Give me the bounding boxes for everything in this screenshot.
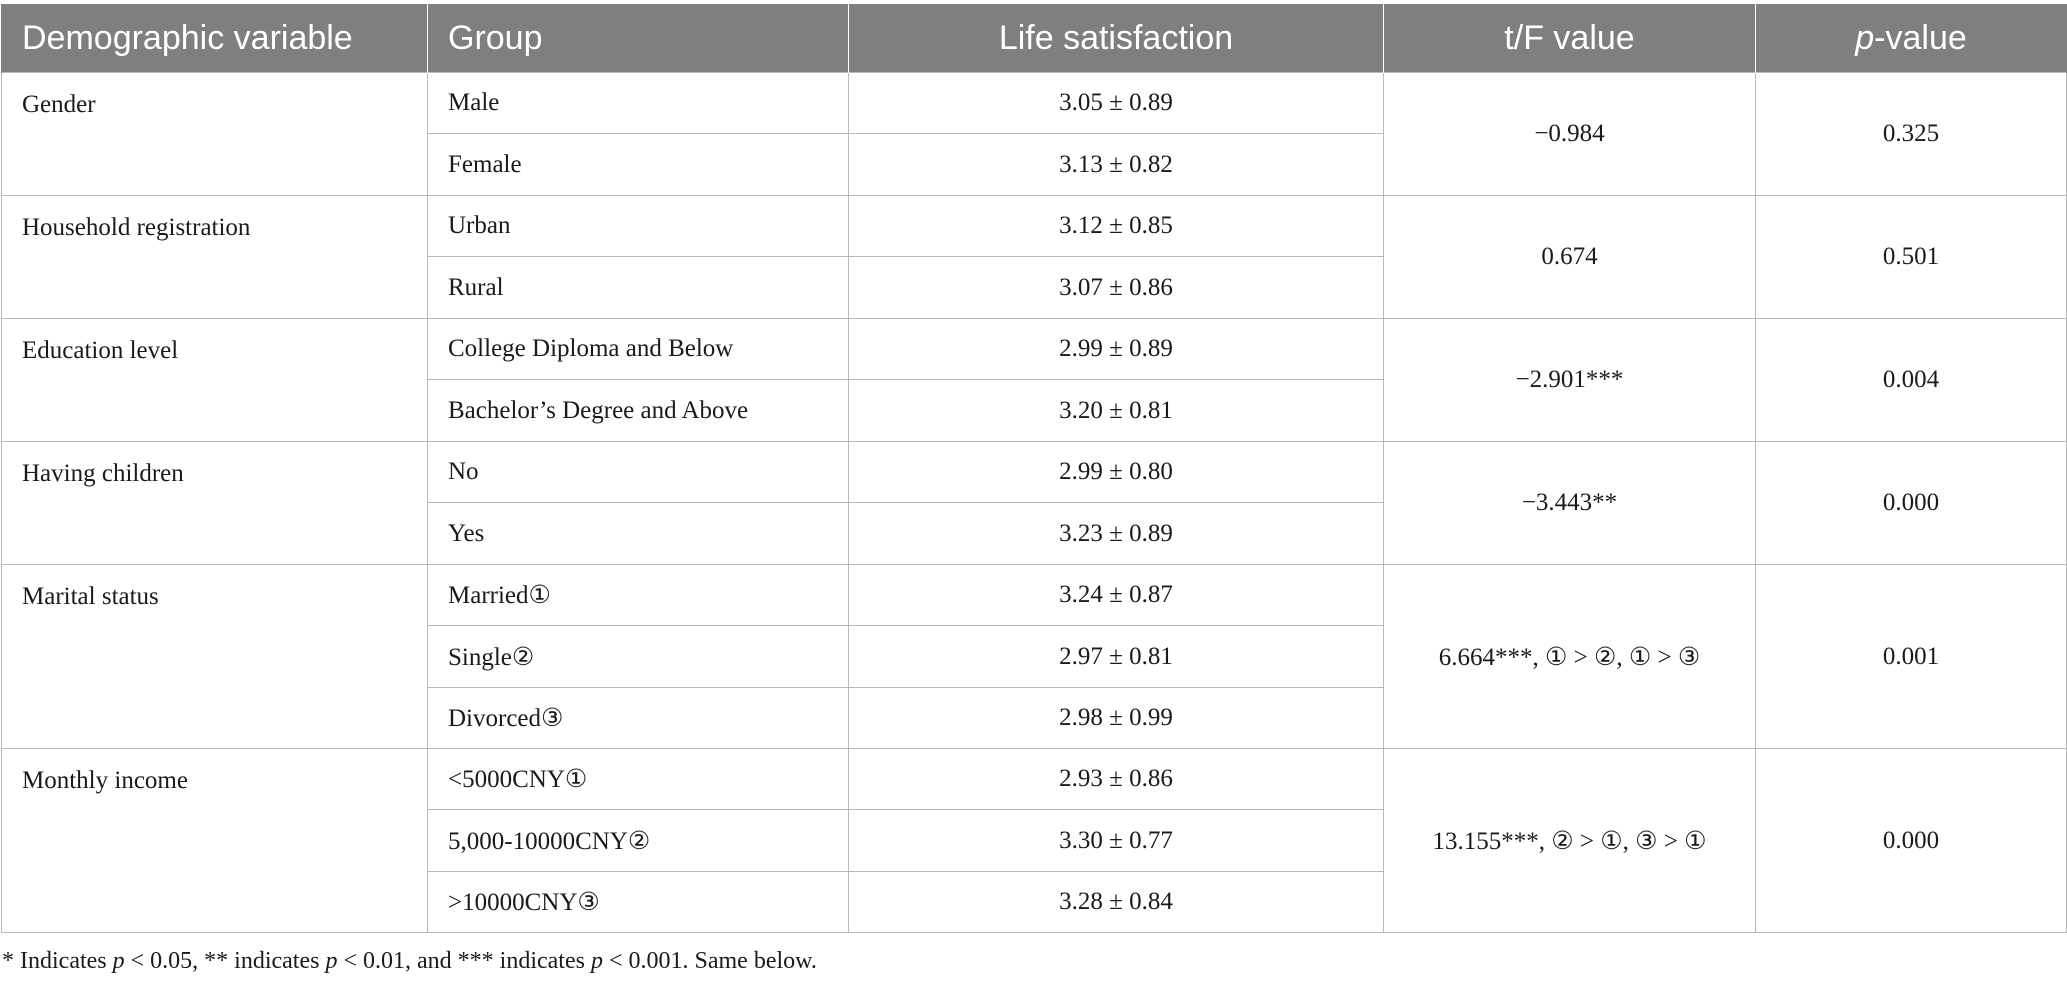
demographic-life-satisfaction-table: Demographic variable Group Life satisfac… — [1, 4, 2067, 933]
group-cell: No — [427, 441, 849, 503]
group-cell: Divorced③ — [427, 687, 849, 749]
life-satisfaction-cell: 3.23 ± 0.89 — [848, 502, 1384, 565]
life-satisfaction-cell: 3.07 ± 0.86 — [848, 256, 1384, 319]
table-row: 5,000-10000CNY② 3.30 ± 0.77 — [2, 809, 2067, 872]
group-cell: Male — [427, 72, 849, 134]
header-life-satisfaction: Life satisfaction — [848, 4, 1384, 73]
demographic-variable-cell: Monthly income — [1, 748, 428, 933]
p-value-cell: 0.000 — [1755, 441, 2067, 565]
group-cell: Yes — [427, 502, 849, 565]
life-satisfaction-cell: 3.24 ± 0.87 — [848, 564, 1384, 626]
life-satisfaction-cell: 3.28 ± 0.84 — [848, 871, 1384, 933]
group-cell: Rural — [427, 256, 849, 319]
tf-value-cell: −2.901*** — [1383, 318, 1756, 442]
table-row: Education level College Diploma and Below… — [1, 318, 2067, 442]
group-cell: 5,000-10000CNY② — [427, 809, 849, 872]
demographic-variable-cell: Education level — [1, 318, 428, 442]
p-value-cell: 0.004 — [1755, 318, 2067, 442]
footnote-part: < 0.05, ** indicates — [124, 948, 326, 974]
group-cell: Married① — [427, 564, 849, 626]
header-p-italic: p — [1855, 18, 1875, 57]
group-cell: Bachelor’s Degree and Above — [427, 379, 849, 442]
header-tf-value: t/F value — [1383, 4, 1756, 73]
demographic-variable-cell: Household registration — [1, 195, 428, 319]
life-satisfaction-cell: 2.99 ± 0.89 — [848, 318, 1384, 380]
life-satisfaction-cell: 3.05 ± 0.89 — [848, 72, 1384, 134]
p-value-cell: 0.325 — [1755, 72, 2067, 196]
table-row: Rural 3.07 ± 0.86 — [2, 256, 2067, 319]
footnote-part: < 0.001. Same below. — [602, 948, 817, 974]
group-cell: Female — [427, 133, 849, 196]
life-satisfaction-cell: 3.20 ± 0.81 — [848, 379, 1384, 442]
p-value-cell: 0.001 — [1755, 564, 2067, 749]
tf-value-cell: 13.155***, ② > ①, ③ > ① — [1383, 748, 1756, 933]
header-row: Demographic variable Group Life satisfac… — [1, 4, 2067, 73]
footnote-p: p — [325, 948, 338, 974]
life-satisfaction-cell: 2.97 ± 0.81 — [848, 625, 1384, 688]
tf-value-cell: 6.664***, ① > ②, ① > ③ — [1383, 564, 1756, 749]
header-group: Group — [427, 4, 849, 73]
table-row: >10000CNY③ 3.28 ± 0.84 — [2, 871, 2067, 933]
life-satisfaction-cell: 2.99 ± 0.80 — [848, 441, 1384, 503]
tf-value-cell: −3.443** — [1383, 441, 1756, 565]
table-row: Household registration Urban 3.12 ± 0.85 0.… — [1, 195, 2067, 319]
demographic-variable-cell: Marital status — [1, 564, 428, 749]
header-demographic-variable: Demographic variable — [1, 4, 428, 73]
table-row: Yes 3.23 ± 0.89 — [2, 502, 2067, 565]
header-p-value: p-value — [1755, 4, 2067, 73]
footnote-p: p — [112, 948, 125, 974]
life-satisfaction-cell: 3.30 ± 0.77 — [848, 809, 1384, 872]
group-cell: >10000CNY③ — [427, 871, 849, 933]
table-row: Having children No 2.99 ± 0.80 −3.443** 0.00… — [1, 441, 2067, 565]
table-row: Single② 2.97 ± 0.81 — [2, 625, 2067, 688]
footnote-p: p — [590, 948, 603, 974]
demographic-variable-cell: Having children — [1, 441, 428, 565]
group-cell: Urban — [427, 195, 849, 257]
group-cell: College Diploma and Below — [427, 318, 849, 380]
header-p-rest: -value — [1874, 18, 1967, 57]
p-value-cell: 0.501 — [1755, 195, 2067, 319]
life-satisfaction-cell: 2.98 ± 0.99 — [848, 687, 1384, 749]
tf-value-cell: 0.674 — [1383, 195, 1756, 319]
life-satisfaction-cell: 2.93 ± 0.86 — [848, 748, 1384, 810]
life-satisfaction-cell: 3.12 ± 0.85 — [848, 195, 1384, 257]
table-row: Marital status Married① 3.24 ± 0.87 6.664**… — [1, 564, 2067, 749]
group-cell: Single② — [427, 625, 849, 688]
table-row: Gender Male 3.05 ± 0.89 −0.984 0.325 — [1, 72, 2067, 196]
p-value-cell: 0.000 — [1755, 748, 2067, 933]
table-footnote: * Indicates p < 0.05, ** indicates p < 0… — [2, 948, 817, 975]
life-satisfaction-cell: 3.13 ± 0.82 — [848, 133, 1384, 196]
table-row: Divorced③ 2.98 ± 0.99 — [2, 687, 2067, 749]
footnote-part: < 0.01, and *** indicates — [337, 948, 591, 974]
tf-value-cell: −0.984 — [1383, 72, 1756, 196]
footnote-part: * Indicates — [2, 948, 113, 974]
group-cell: <5000CNY① — [427, 748, 849, 810]
table-row: Monthly income <5000CNY① 2.93 ± 0.86 13.155… — [1, 748, 2067, 933]
demographic-variable-cell: Gender — [1, 72, 428, 196]
table-body: Gender Male 3.05 ± 0.89 −0.984 0.325 Female 3.… — [1, 72, 2067, 933]
